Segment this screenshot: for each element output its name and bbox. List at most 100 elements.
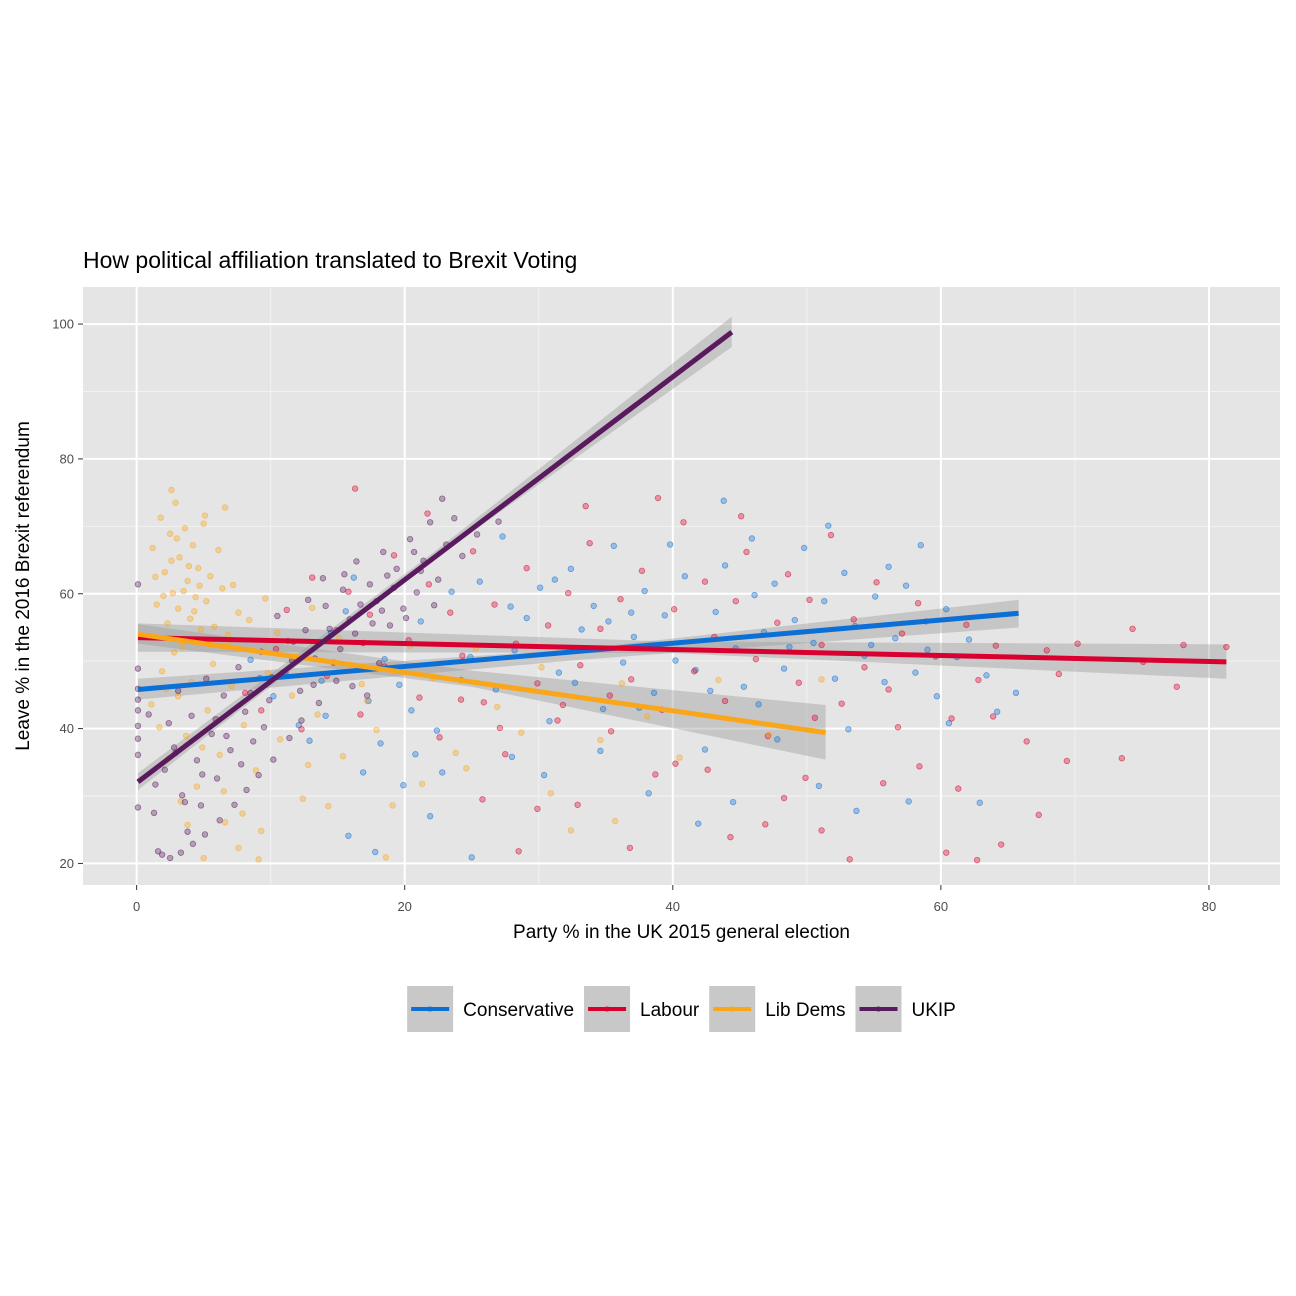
data-point: [800, 544, 808, 552]
data-point: [586, 539, 593, 547]
data-point: [219, 585, 226, 592]
data-point: [748, 535, 756, 542]
data-point: [134, 751, 142, 759]
data-point: [274, 612, 281, 620]
data-point: [880, 779, 887, 787]
data-point: [574, 801, 581, 808]
data-point: [208, 730, 215, 738]
data-point: [626, 844, 634, 852]
data-point: [898, 630, 906, 637]
data-point: [157, 514, 164, 521]
data-point: [377, 740, 384, 747]
data-point: [701, 746, 709, 753]
data-point: [298, 717, 305, 724]
data-point: [963, 621, 970, 628]
data-point: [786, 643, 793, 651]
data-point: [916, 763, 923, 770]
data-point: [168, 557, 175, 564]
data-point: [701, 578, 709, 585]
data-point: [853, 807, 860, 815]
data-point: [243, 786, 250, 794]
data-point: [1180, 641, 1187, 649]
data-point: [339, 753, 347, 760]
data-point: [871, 593, 879, 600]
data-point: [353, 558, 360, 565]
data-point: [211, 623, 218, 630]
data-point: [363, 692, 371, 699]
data-point: [247, 656, 254, 664]
data-point: [597, 625, 604, 633]
data-point: [983, 672, 990, 679]
data-point: [134, 707, 142, 714]
data-point: [578, 626, 585, 633]
data-point: [1012, 689, 1020, 697]
data-point: [215, 546, 222, 554]
data-point: [547, 790, 555, 797]
data-point: [818, 827, 825, 834]
data-point: [164, 620, 171, 627]
data-point: [221, 504, 229, 511]
data-point: [183, 732, 190, 740]
data-point: [220, 788, 227, 795]
data-point: [559, 701, 567, 709]
data-point: [452, 749, 459, 757]
data-point: [168, 486, 175, 494]
data-point: [426, 813, 434, 820]
data-point: [892, 635, 899, 642]
data-point: [707, 687, 714, 695]
data-point: [540, 771, 548, 779]
data-point: [469, 548, 477, 555]
data-point: [224, 631, 231, 639]
legend-label: UKIP: [911, 1000, 955, 1021]
data-point: [134, 722, 142, 730]
data-point: [577, 662, 584, 669]
data-point: [676, 754, 683, 761]
data-point: [145, 711, 152, 718]
data-point: [518, 729, 525, 736]
data-point: [459, 552, 466, 560]
data-point: [473, 531, 481, 538]
data-point: [917, 542, 924, 549]
data-point: [780, 794, 788, 802]
data-point: [902, 582, 910, 589]
data-point: [912, 669, 919, 676]
data-point: [325, 802, 332, 810]
data-point: [672, 657, 679, 664]
y-tick-label: 80: [60, 451, 74, 466]
data-point: [846, 856, 853, 863]
data-point: [357, 711, 364, 718]
data-point: [252, 767, 260, 774]
data-point: [200, 854, 207, 862]
data-point: [774, 619, 781, 626]
data-point: [177, 849, 185, 856]
data-point: [534, 805, 541, 813]
data-point: [203, 597, 210, 605]
data-point: [780, 665, 788, 672]
data-point: [326, 625, 333, 633]
data-point: [752, 655, 760, 663]
data-point: [457, 696, 465, 703]
data-point: [174, 605, 182, 612]
data-point: [209, 660, 217, 668]
data-point: [192, 593, 199, 601]
data-point: [161, 766, 168, 773]
data-point: [597, 747, 604, 755]
data-point: [905, 798, 912, 805]
data-point: [740, 683, 748, 690]
data-point: [821, 597, 828, 605]
data-point: [150, 809, 158, 817]
data-point: [276, 736, 284, 743]
data-point: [380, 548, 387, 556]
data-point: [193, 783, 201, 790]
data-point: [680, 519, 687, 526]
x-tick-label: 20: [397, 899, 411, 914]
data-point: [184, 821, 191, 829]
legend-key-point: [427, 1006, 433, 1012]
data-point: [228, 682, 235, 690]
data-point: [784, 571, 792, 578]
data-point: [433, 727, 441, 734]
data-point: [315, 699, 323, 707]
data-point: [965, 636, 973, 643]
data-point: [948, 715, 955, 722]
data-point: [727, 833, 734, 841]
